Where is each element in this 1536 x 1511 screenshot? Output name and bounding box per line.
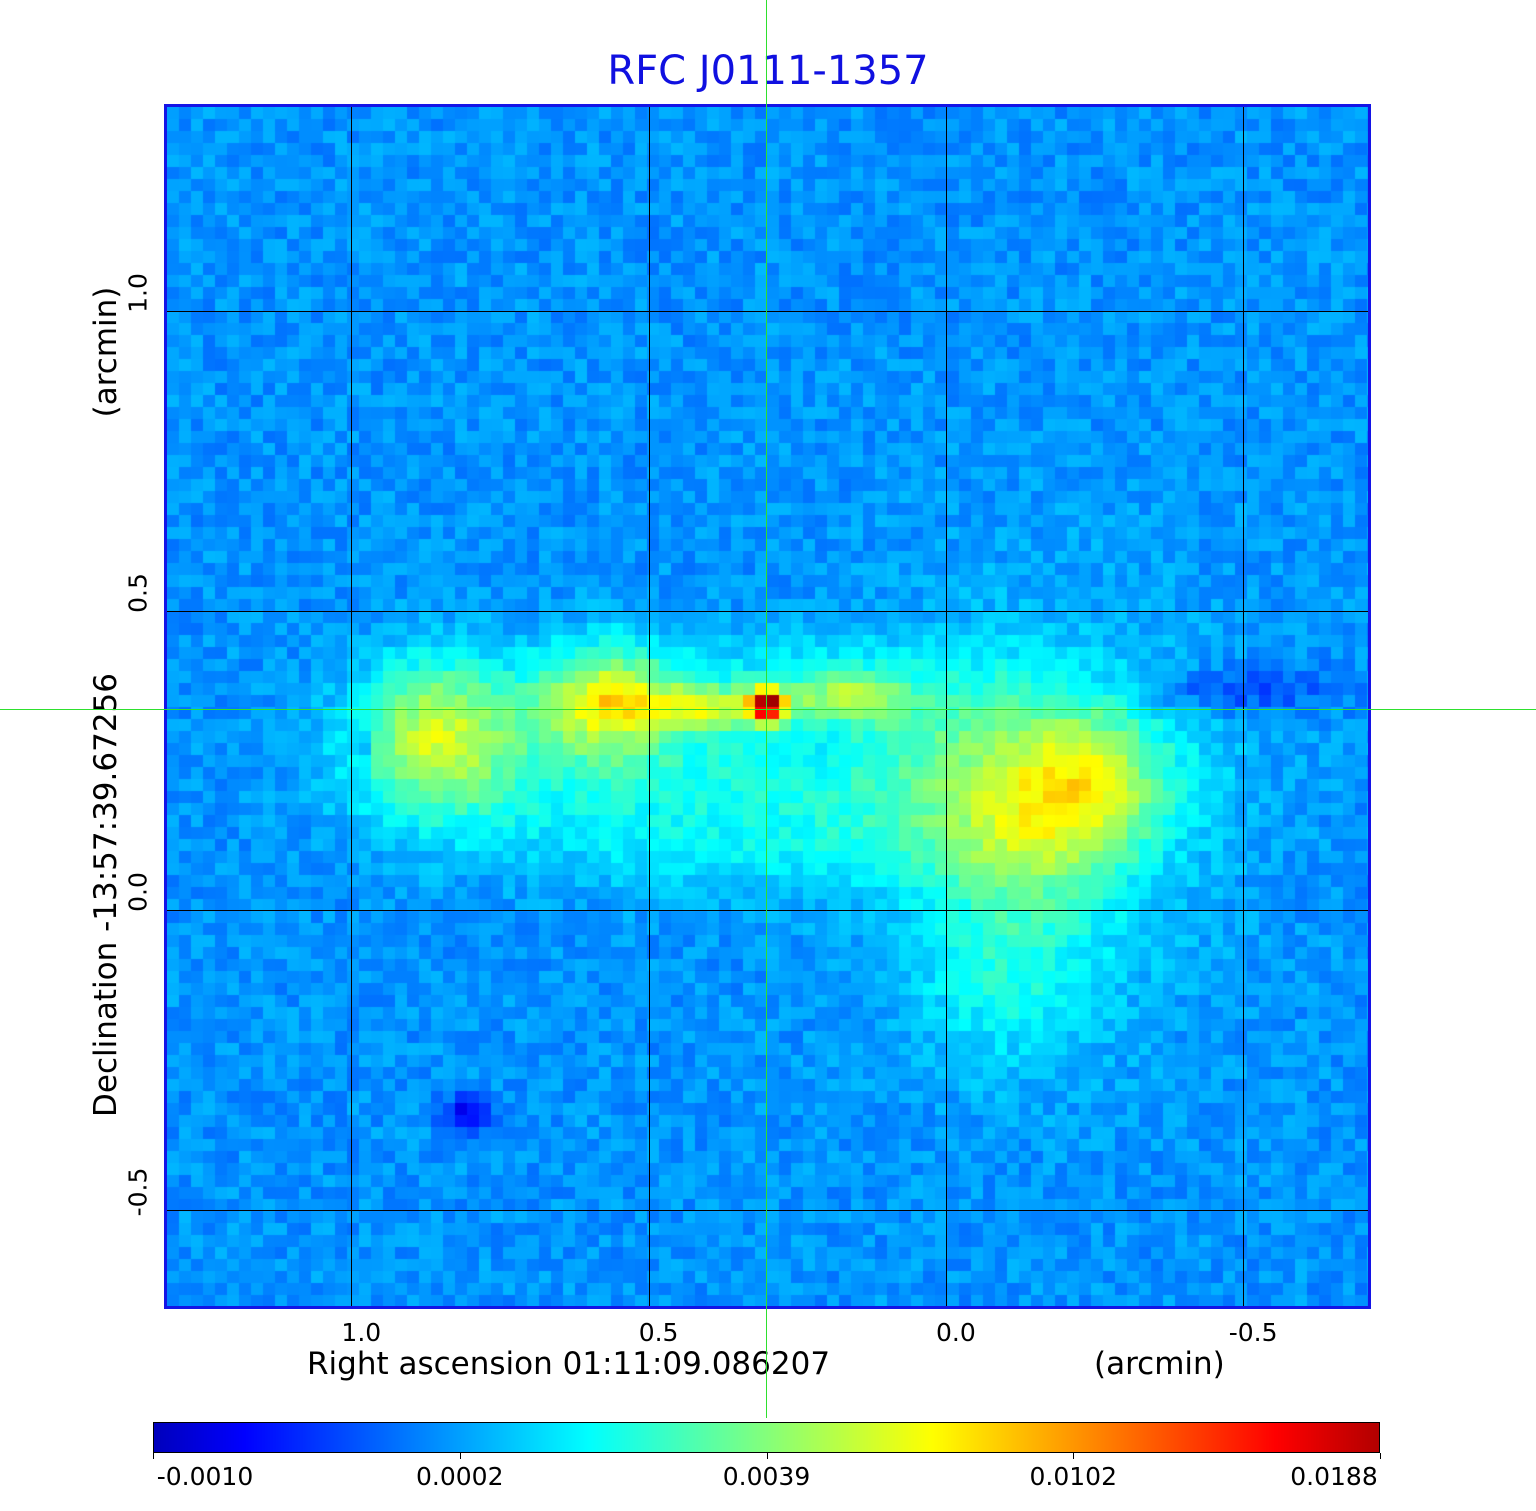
grid-line-x <box>351 107 353 1306</box>
x-tick-label: 1.0 <box>341 1318 382 1347</box>
colorbar-tick-label: 0.0039 <box>722 1462 811 1491</box>
colorbar-tick <box>153 1453 154 1459</box>
colorbar-tick <box>766 1453 768 1459</box>
colorbar-tick-label: 0.0102 <box>1029 1462 1117 1491</box>
x-tick-label: -0.5 <box>1228 1318 1278 1347</box>
colorbar-tick-label: 0.0002 <box>416 1462 504 1491</box>
crosshair-horizontal <box>0 709 1536 710</box>
grid-line-y <box>167 910 1368 912</box>
colorbar-tick <box>459 1453 461 1459</box>
x-tick-label: 0.0 <box>935 1318 976 1347</box>
y-axis-label: Declination -13:57:39.67256 <box>88 673 124 1117</box>
y-tick-label: -0.5 <box>123 1167 153 1217</box>
heatmap-image <box>167 107 1368 1306</box>
grid-line-x <box>945 107 947 1306</box>
y-tick-label: 0.5 <box>123 572 153 613</box>
x-axis-label: Right ascension 01:11:09.086207 <box>307 1346 831 1382</box>
grid-line-y <box>167 610 1368 612</box>
grid-line-x <box>1243 107 1245 1306</box>
colorbar-tick-label: 0.0188 <box>1290 1462 1378 1491</box>
x-tick-label: 0.5 <box>638 1318 679 1347</box>
y-tick-label: 1.0 <box>123 272 153 313</box>
plot-area[interactable] <box>164 104 1371 1309</box>
colorbar-tick-label: -0.0010 <box>156 1462 254 1491</box>
x-axis-unit: (arcmin) <box>1094 1346 1225 1382</box>
chart-title: RFC J0111-1357 <box>607 48 929 94</box>
grid-line-y <box>167 1210 1368 1212</box>
grid-line-x <box>648 107 650 1306</box>
grid-line-y <box>167 310 1368 312</box>
y-tick-label: 0.0 <box>123 872 153 913</box>
colorbar-tick <box>1073 1453 1075 1459</box>
y-axis-unit: (arcmin) <box>88 286 124 418</box>
colorbar-tick <box>1380 1453 1381 1459</box>
colorbar <box>153 1422 1380 1453</box>
